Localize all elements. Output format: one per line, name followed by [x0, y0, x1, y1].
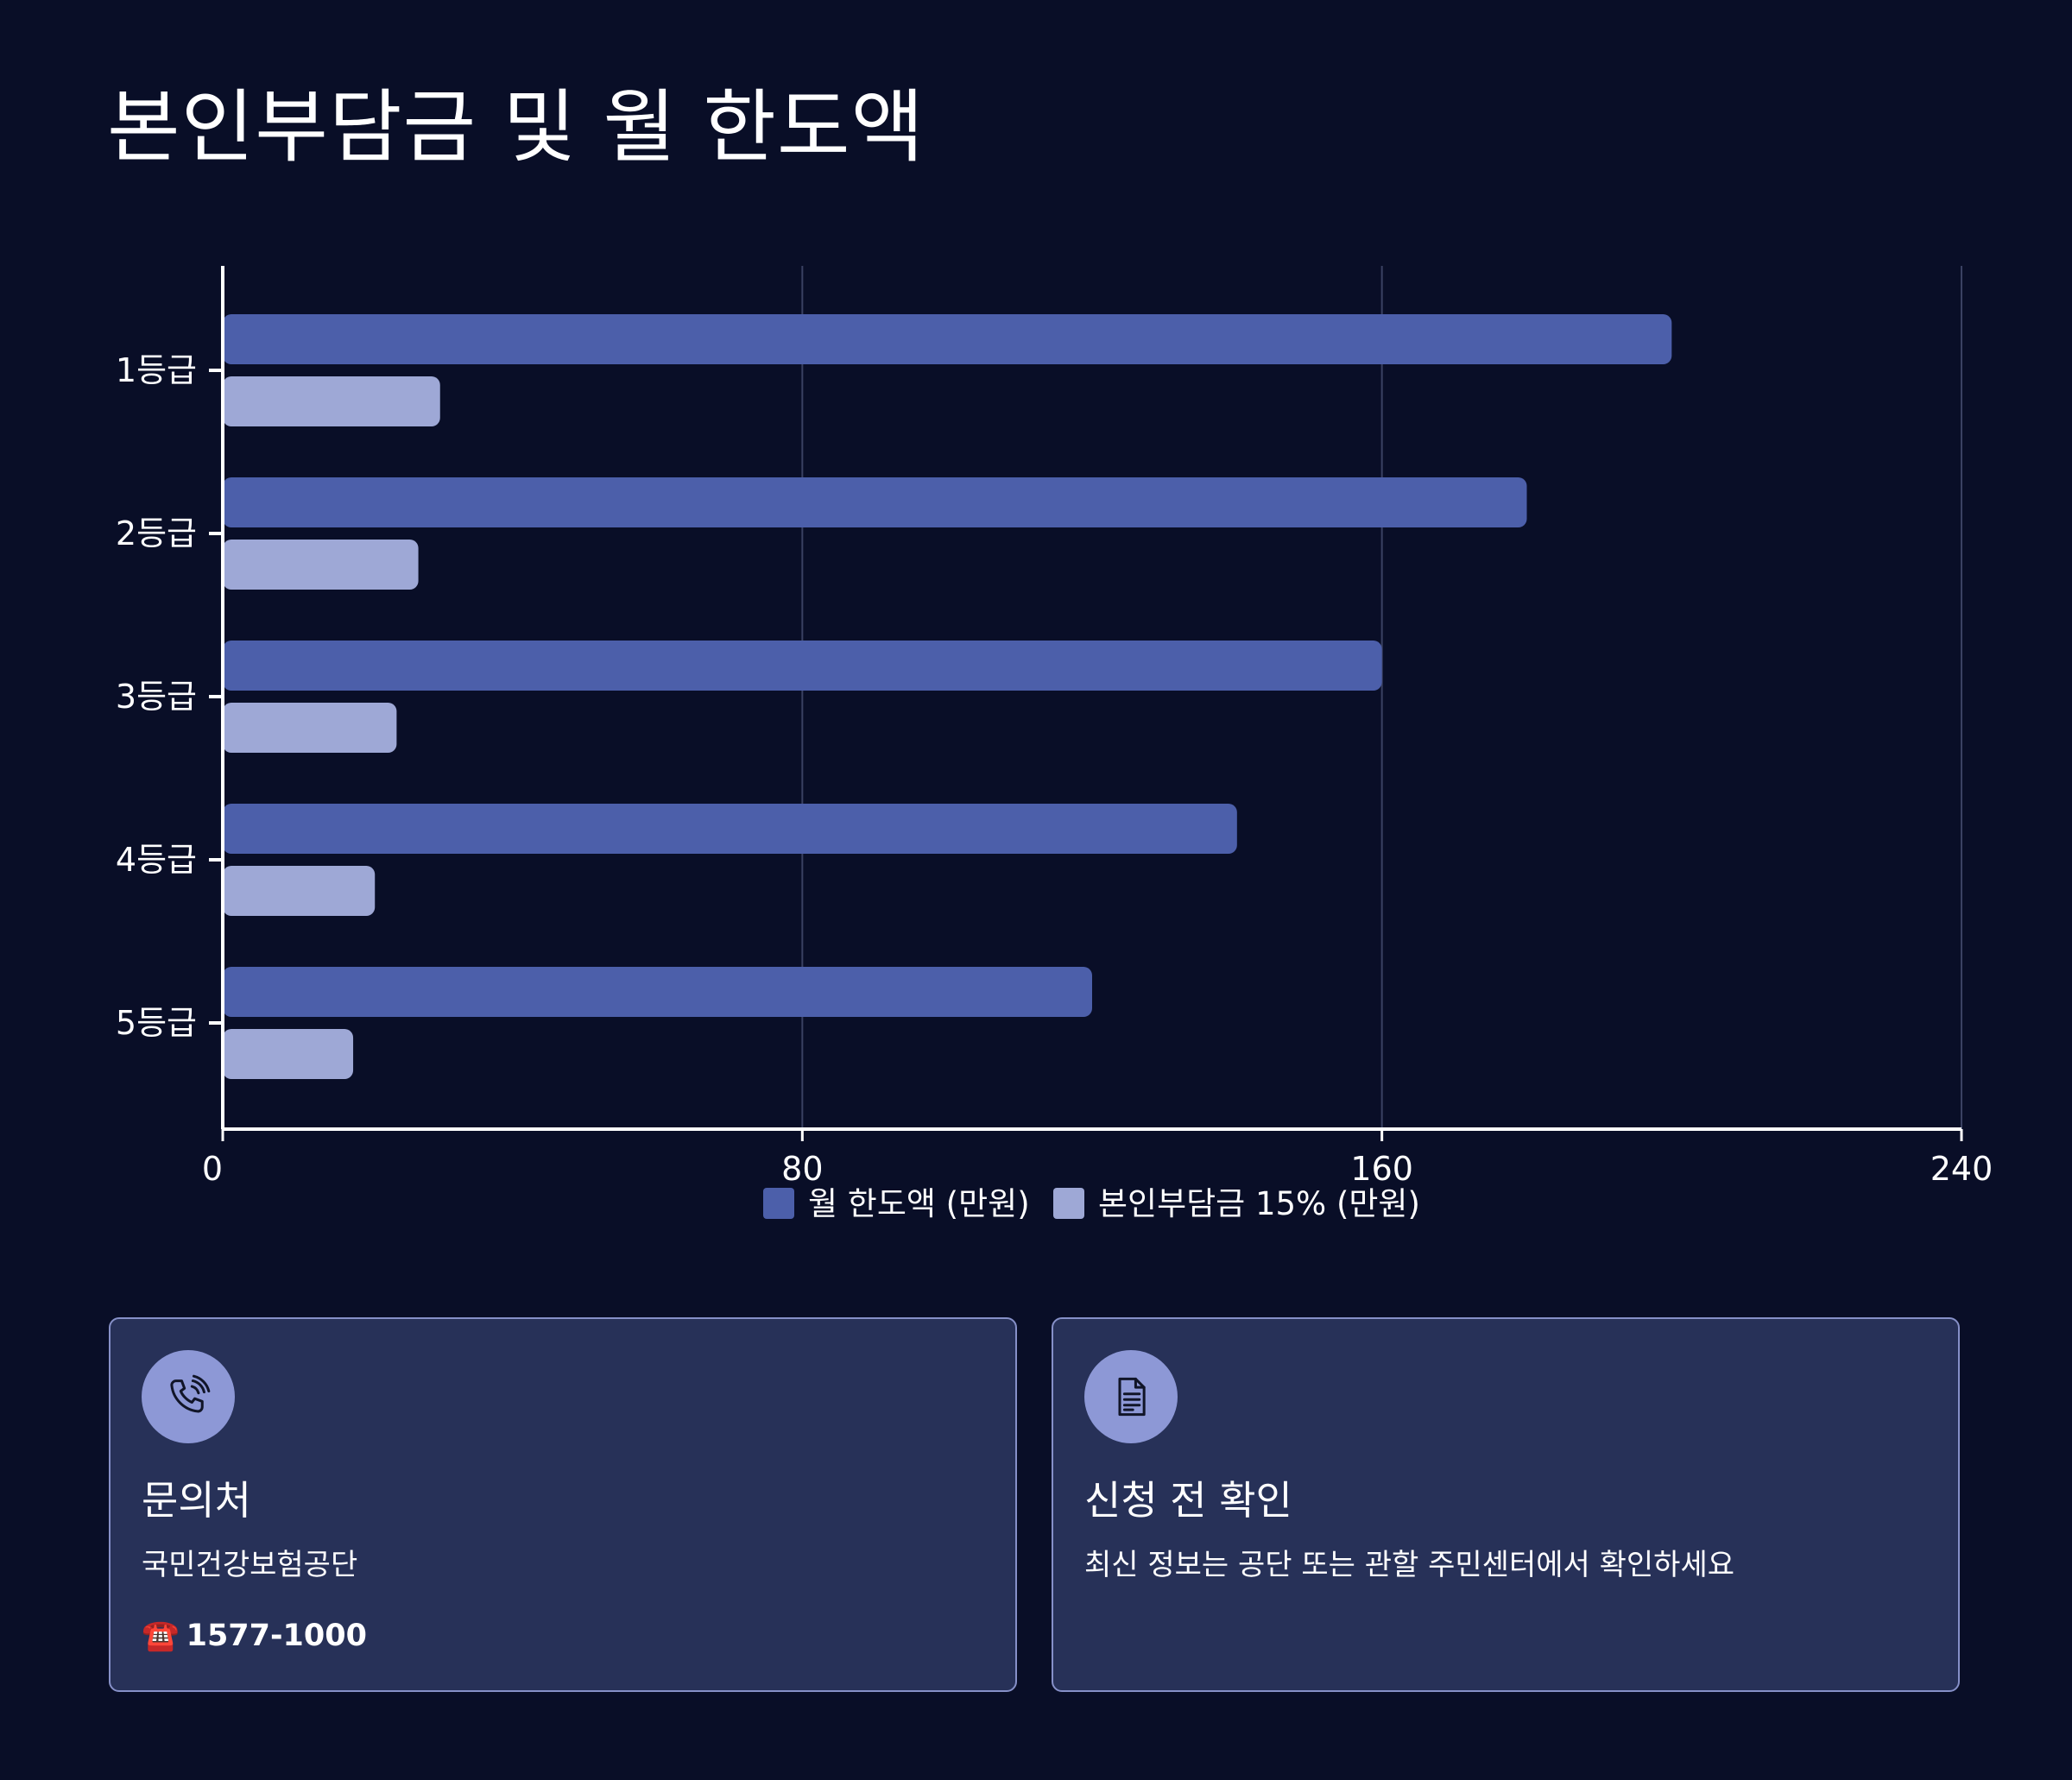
- bar-monthly-limit-1: [223, 314, 1672, 364]
- bar-monthly-limit-5: [223, 967, 1092, 1017]
- legend-swatch: [1053, 1188, 1084, 1219]
- phone-number: 1577-1000: [186, 1619, 367, 1653]
- x-tick-label: 80: [781, 1150, 823, 1188]
- bar-copayment-5: [223, 1029, 354, 1079]
- contact-card: 문의처 국민건강보험공단 ☎️ 1577-1000: [109, 1317, 1017, 1692]
- chart-legend: 월 한도액 (만원) 본인부담금 15% (만원): [763, 1185, 1420, 1222]
- contact-phone: ☎️ 1577-1000: [142, 1616, 367, 1656]
- notice-title: 신청 전 확인: [1084, 1477, 1292, 1524]
- chart-axes: 0 80 160 240 1등급 2등급 3등급 4등급 5등급: [116, 266, 1993, 1188]
- bar-monthly-limit-4: [223, 804, 1237, 854]
- document-icon: [1084, 1350, 1178, 1443]
- notice-card: 신청 전 확인 최신 정보는 공단 또는 관할 주민센터에서 확인하세요: [1052, 1317, 1960, 1692]
- x-tick-label: 0: [202, 1150, 223, 1188]
- bar-copayment-1: [223, 376, 440, 426]
- y-tick-label: 2등급: [116, 514, 197, 552]
- y-tick-label: 3등급: [116, 678, 197, 716]
- bar-copayment-4: [223, 866, 376, 916]
- y-tick-label: 4등급: [116, 841, 197, 879]
- page-title: 본인부담금 및 월 한도액: [107, 81, 925, 174]
- legend-swatch: [763, 1188, 794, 1219]
- chart-bars: [223, 314, 1672, 1079]
- bar-monthly-limit-3: [223, 641, 1382, 691]
- phone-icon: [142, 1350, 235, 1443]
- y-tick-label: 5등급: [116, 1004, 197, 1042]
- legend-label: 본인부담금 15% (만원): [1098, 1185, 1420, 1222]
- legend-label: 월 한도액 (만원): [808, 1185, 1030, 1222]
- notice-text: 최신 정보는 공단 또는 관할 주민센터에서 확인하세요: [1084, 1548, 1735, 1582]
- y-tick-label: 1등급: [116, 351, 197, 389]
- contact-title: 문의처: [142, 1477, 251, 1524]
- bar-chart: 0 80 160 240 1등급 2등급 3등급 4등급 5등급 월 한도액 (만원) 본인부담금…: [116, 266, 1993, 1222]
- x-tick-label: 160: [1350, 1150, 1413, 1188]
- bar-monthly-limit-2: [223, 477, 1527, 527]
- contact-org: 국민건강보험공단: [142, 1548, 358, 1582]
- x-tick-label: 240: [1930, 1150, 1993, 1188]
- bar-copayment-3: [223, 703, 397, 753]
- telephone-icon: ☎️: [142, 1619, 180, 1653]
- bar-copayment-2: [223, 540, 419, 590]
